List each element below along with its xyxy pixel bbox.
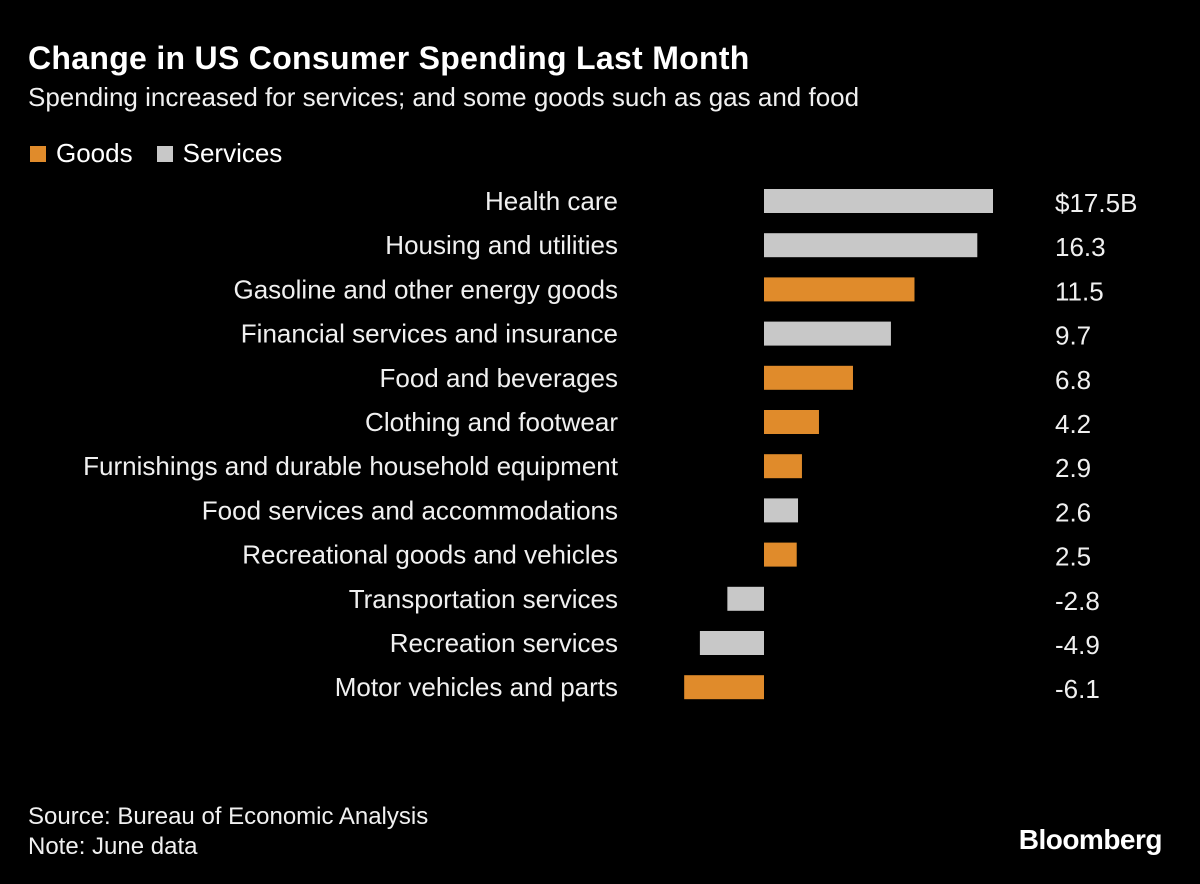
value-label: 2.5 (1055, 542, 1091, 572)
value-label: 16.3 (1055, 232, 1106, 262)
bar (764, 365, 853, 390)
legend-label-services: Services (182, 138, 283, 168)
category-label: Food and beverages (379, 363, 618, 393)
source-text: Source: Bureau of Economic Analysis (28, 803, 429, 830)
bar (764, 233, 978, 258)
value-label: 6.8 (1055, 365, 1091, 395)
category-label: Recreational goods and vehicles (242, 540, 618, 570)
bar (764, 321, 891, 346)
category-label: Motor vehicles and parts (335, 672, 618, 702)
category-label: Financial services and insurance (241, 319, 618, 349)
category-label: Health care (485, 186, 618, 216)
note-text: Note: June data (28, 833, 198, 860)
value-label: -4.9 (1055, 630, 1100, 660)
value-label: 9.7 (1055, 321, 1091, 351)
bar (764, 410, 819, 434)
bar (764, 189, 993, 213)
legend-item-services: Services (156, 138, 283, 169)
value-label: -6.1 (1055, 674, 1100, 704)
category-label: Food services and accommodations (202, 495, 618, 525)
legend-swatch-services (156, 145, 173, 162)
category-label: Recreation services (390, 628, 618, 658)
legend: Goods Services (30, 138, 306, 169)
category-label: Clothing and footwear (365, 407, 618, 437)
category-label: Furnishings and durable household equipm… (83, 451, 619, 481)
bar (699, 631, 764, 655)
category-label: Transportation services (349, 584, 618, 614)
bloomberg-logo: Bloomberg (1018, 824, 1163, 855)
bar (764, 277, 915, 302)
value-label: -2.8 (1055, 586, 1100, 616)
value-label: $17.5B (1055, 188, 1137, 218)
bar (764, 542, 797, 567)
value-label: 2.9 (1055, 453, 1091, 483)
legend-label-goods: Goods (56, 138, 133, 168)
legend-swatch-goods (30, 145, 46, 162)
legend-item-goods: Goods (30, 138, 133, 169)
value-label: 4.2 (1055, 409, 1091, 439)
bar (764, 498, 799, 523)
bar (764, 454, 802, 479)
bar (727, 586, 764, 611)
bar (684, 675, 764, 700)
chart-subtitle: Spending increased for services; and som… (28, 82, 860, 112)
category-label: Gasoline and other energy goods (234, 274, 619, 304)
value-label: 2.6 (1055, 497, 1091, 527)
value-label: 11.5 (1055, 276, 1104, 306)
category-label: Housing and utilities (385, 230, 618, 260)
chart-title: Change in US Consumer Spending Last Mont… (28, 40, 750, 76)
footnotes: Source: Bureau of Economic Analysis Note… (28, 802, 428, 862)
